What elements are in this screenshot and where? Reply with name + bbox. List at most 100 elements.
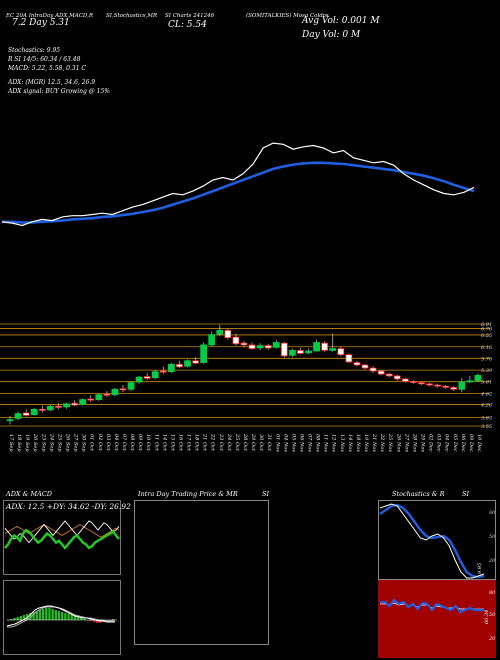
candle [14, 413, 22, 419]
date-tick-label: 22 Oct [210, 433, 216, 452]
date-tick-label: 09 Dec [468, 434, 474, 452]
header-line1-mid: SI,Stochastics,MR [106, 13, 158, 19]
candle [361, 364, 369, 369]
mr-panel-suffix: SI [262, 490, 270, 498]
candle [6, 419, 14, 422]
date-tick-label: 27 Nov [403, 433, 409, 452]
date-tick-label: 13 Nov [339, 434, 345, 452]
date-tick-label: 28 Nov [411, 433, 417, 452]
candle [111, 388, 119, 396]
candle [232, 336, 240, 345]
macd-histogram-bar [29, 613, 32, 620]
candle [450, 387, 458, 390]
date-tick-label: 07 Nov [307, 434, 313, 452]
date-tick-label: 27 Sep [73, 433, 79, 452]
adx-line [4, 520, 120, 544]
candle [151, 371, 159, 379]
candle [119, 388, 127, 391]
price-level-label: 6.76 [481, 327, 493, 333]
date-tick-label: 21 Oct [202, 433, 208, 452]
date-tick-label: 18 Oct [194, 434, 200, 452]
symbol-label: (SOMITALKIES) Mosa Coldre [246, 13, 329, 19]
date-tick-label: 12 Nov [331, 434, 337, 452]
date-tick-label: 04 Dec [444, 434, 450, 452]
candle [289, 350, 296, 356]
macd-histogram-bar [67, 614, 70, 620]
candle [240, 342, 248, 346]
date-tick-label: 23 Sep [40, 433, 46, 452]
macd-histogram-bar [61, 612, 64, 620]
date-tick-label: 26 Nov [395, 433, 401, 452]
candle [313, 342, 321, 352]
candle [426, 383, 433, 386]
price-level-label: 3.55 [481, 424, 492, 430]
candle [135, 376, 143, 383]
candle [79, 399, 87, 405]
candle [264, 345, 272, 349]
rsi-tick-label: 50 [489, 612, 496, 618]
macd-histogram-bar [83, 619, 86, 620]
candle [329, 348, 337, 351]
candle [393, 375, 401, 380]
candle [280, 342, 288, 357]
date-tick-label: 11 Oct [153, 434, 159, 452]
stoch-tick-label: 50 [489, 534, 496, 540]
price-level-label: 4.62 [480, 392, 492, 398]
macd-histogram-bar [80, 618, 83, 620]
rsi-tick-label: 80 [489, 590, 496, 596]
date-tick-label: 22 Nov [379, 433, 385, 452]
candle [95, 394, 103, 400]
candle [385, 373, 393, 377]
candle [71, 402, 78, 406]
price-level-label: 4.26 [480, 402, 493, 408]
macd-panel [3, 580, 121, 655]
candle [410, 380, 417, 383]
date-tick-label: 18 Nov [355, 434, 361, 452]
candle [345, 354, 353, 363]
candle [224, 329, 232, 339]
mr-panel-title: Intra Day Trading Price & MR [138, 490, 238, 498]
date-tick-label: 14 Nov [347, 434, 353, 452]
date-tick-label: 29 Oct [250, 433, 256, 452]
date-tick-label: 23 Oct [218, 433, 224, 452]
date-tick-label: 03 Dec [436, 434, 442, 452]
adx-signal-readout: ADX signal: BUY Growing @ 15% [8, 88, 110, 95]
macd-histogram-bar [38, 610, 42, 620]
candle [442, 385, 450, 388]
candle [297, 350, 304, 354]
candle [30, 408, 38, 416]
date-tick-label: 06 Nov [298, 434, 304, 452]
candle [305, 350, 312, 354]
price-level-label: 6.91 [481, 322, 492, 328]
candle [377, 370, 385, 375]
stoch-panel-suffix: SI [462, 490, 470, 498]
candle [143, 376, 151, 379]
macd-line [6, 605, 115, 627]
date-tick-label: 15 Oct [169, 434, 175, 452]
macd-histogram-bar [26, 614, 29, 620]
macd-histogram-bar [92, 620, 96, 622]
rsi-value-label: 60.34 [484, 610, 490, 624]
candlestick-chart: 6.916.766.55 6.16 5.78 5.39 5.01 4.62 4.26 3.83… [0, 322, 493, 430]
date-tick-label: 10 Oct [145, 434, 151, 452]
day-vol-label: Day Vol: 0 M [302, 30, 361, 40]
candle [369, 367, 377, 372]
candle [208, 334, 216, 346]
ma-series-line [2, 161, 475, 224]
macd-histogram-bar [48, 608, 51, 620]
candle [353, 362, 361, 366]
date-tick-label: 26 Sep [65, 433, 71, 452]
date-tick-label: 02 Oct [97, 434, 103, 452]
date-tick-label: 29 Nov [419, 433, 425, 452]
macd-histogram-bar [89, 620, 92, 621]
candle [38, 408, 46, 411]
price-level-label: 3.83 [481, 416, 492, 422]
date-tick-label: 28 Oct [242, 433, 248, 452]
candle [272, 342, 280, 348]
header-line1-left: EC 20A IntraDay ADX,MACD,R [6, 13, 94, 19]
date-tick-label: 05 Dec [452, 434, 458, 452]
macd-histogram-bar [16, 617, 19, 620]
rsi-readout: R SI 14/5: 60.34 / 63.48 [8, 56, 81, 63]
adx-readout: ADX: (MGR) 12.5, 34.6, 26.9 [8, 79, 96, 86]
date-tick-label: 09 Oct [137, 434, 143, 452]
